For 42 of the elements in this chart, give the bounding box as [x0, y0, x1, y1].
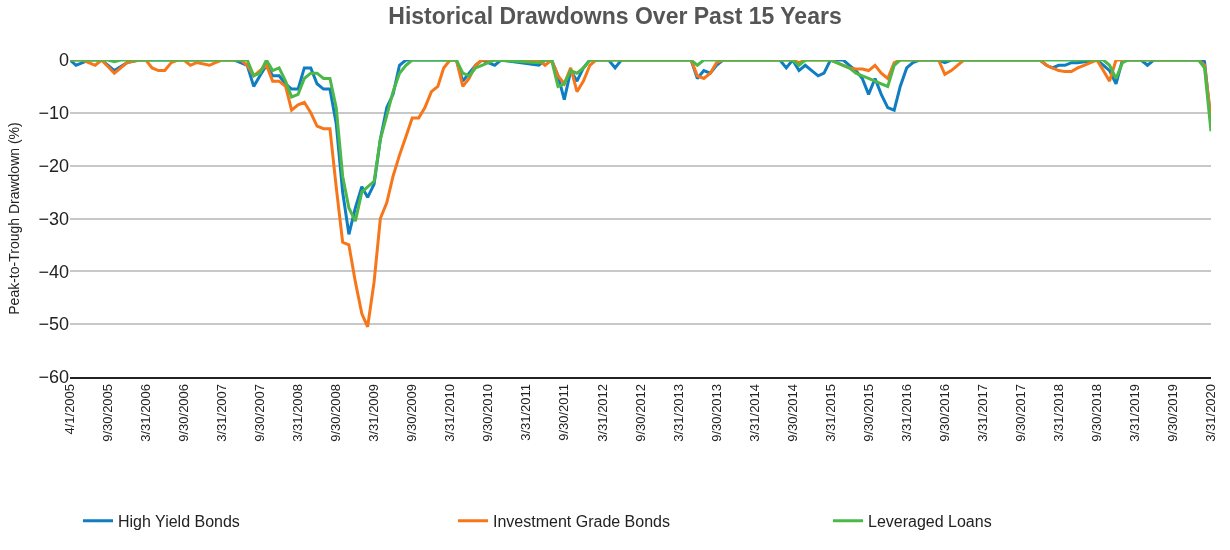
x-tick-label: 9/30/2018 — [1089, 383, 1105, 442]
x-tick-label: 9/30/2012 — [632, 383, 648, 442]
x-tick-label: 9/30/2005 — [100, 383, 116, 442]
x-tick-label: 3/31/2007 — [214, 383, 230, 442]
x-tick-label: 9/30/2017 — [1013, 383, 1029, 442]
x-tick-label: 9/30/2016 — [937, 383, 953, 442]
y-tick-label: −50 — [38, 314, 69, 335]
x-tick-label: 3/31/2013 — [670, 383, 686, 442]
x-tick-label: 9/30/2007 — [252, 383, 268, 442]
y-tick-label: 0 — [58, 50, 69, 71]
x-tick-label: 3/31/2014 — [746, 383, 762, 442]
x-tick-label: 4/1/2005 — [62, 383, 78, 435]
y-tick-label: −30 — [38, 208, 69, 229]
x-tick-label: 9/30/2009 — [404, 383, 420, 442]
x-tick-label: 3/31/2009 — [366, 383, 382, 442]
y-axis-title: Peak-to-Trough Drawdown (%) — [6, 122, 23, 315]
x-tick-label: 9/30/2006 — [176, 383, 192, 442]
x-tick-label: 3/31/2008 — [290, 383, 306, 442]
legend-label: Leveraged Loans — [868, 512, 992, 530]
chart-title: Historical Drawdowns Over Past 15 Years — [388, 3, 842, 30]
x-tick-label: 3/31/2017 — [974, 383, 990, 442]
x-tick-label: 3/31/2010 — [442, 383, 458, 442]
x-tick-label: 3/31/2019 — [1126, 383, 1142, 442]
x-tick-label: 3/31/2020 — [1203, 383, 1219, 442]
x-tick-label: 9/30/2015 — [860, 383, 876, 442]
x-tick-label: 3/31/2016 — [898, 383, 914, 442]
legend-label: Investment Grade Bonds — [493, 512, 670, 530]
y-tick-label: −10 — [38, 103, 69, 124]
x-tick-label: 9/30/2014 — [784, 383, 800, 442]
x-tick-label: 3/31/2015 — [822, 383, 838, 442]
x-tick-label: 9/30/2008 — [328, 383, 344, 442]
x-tick-label: 3/31/2012 — [594, 383, 610, 442]
x-tick-label: 9/30/2010 — [480, 383, 496, 442]
legend-label: High Yield Bonds — [118, 512, 240, 530]
x-tick-label: 9/30/2019 — [1165, 383, 1181, 442]
x-tick-label: 3/31/2006 — [138, 383, 154, 442]
x-tick-label: 3/31/2011 — [518, 383, 534, 441]
x-tick-label: 9/30/2013 — [708, 383, 724, 442]
x-tick-label: 9/30/2011 — [556, 383, 572, 441]
y-tick-label: −40 — [38, 261, 69, 282]
y-tick-label: −20 — [38, 155, 69, 176]
x-tick-label: 3/31/2018 — [1050, 383, 1066, 442]
